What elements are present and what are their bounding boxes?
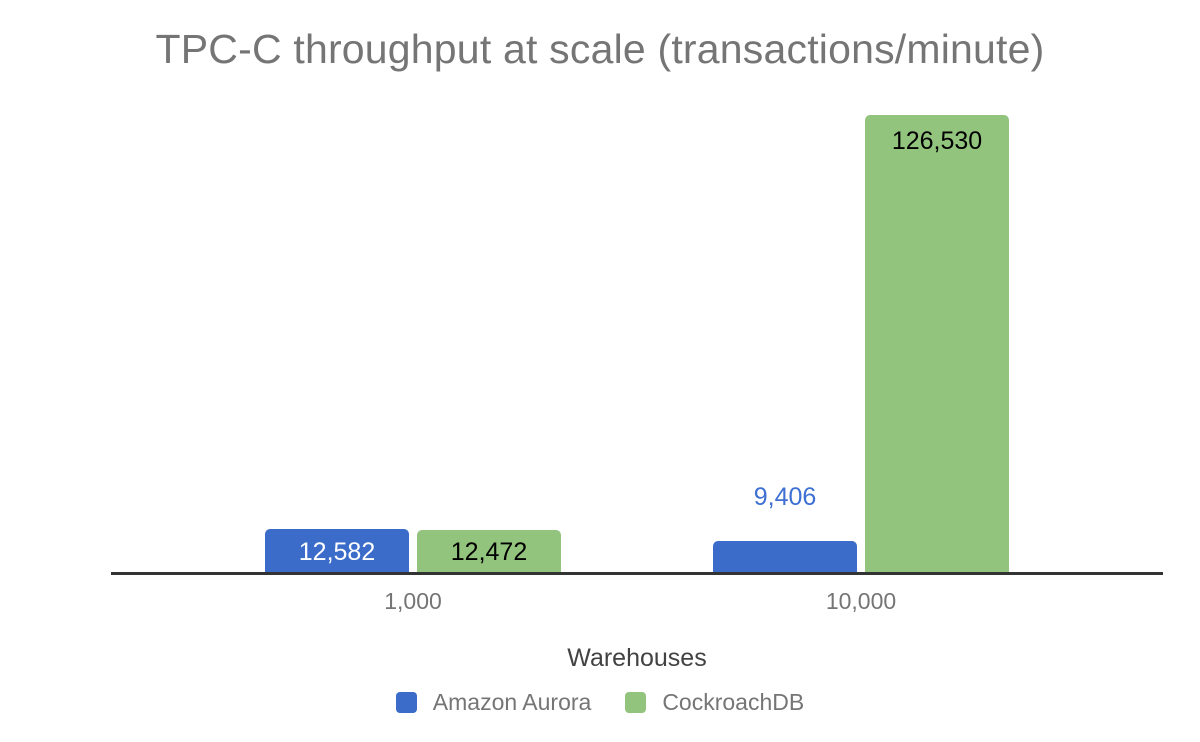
plot-area (111, 97, 1163, 575)
legend-item-cockroachdb: CockroachDB (625, 690, 804, 714)
value-label-amazon-aurora-1-000: 12,582 (298, 538, 376, 566)
x-tick-label-1-000: 1,000 (384, 588, 442, 614)
bar-amazon-aurora-1-000 (265, 529, 409, 575)
legend-swatch-cockroachdb (625, 691, 647, 713)
value-label-cockroachdb-1-000: 12,472 (450, 538, 528, 566)
bar-cockroachdb-10-000 (865, 115, 1009, 575)
bar-amazon-aurora-10-000 (713, 541, 857, 575)
legend-item-amazon-aurora: Amazon Aurora (395, 689, 592, 715)
legend-label-amazon-aurora: Amazon Aurora (432, 689, 592, 715)
chart-title: TPC-C throughput at scale (transactions/… (155, 26, 1045, 72)
legend-swatch-amazon-aurora (395, 691, 417, 713)
value-label-cockroachdb-10-000: 126,530 (891, 127, 983, 155)
legend: Amazon Aurora CockroachDB (0, 690, 1200, 714)
legend-label-cockroachdb: CockroachDB (662, 689, 805, 715)
x-tick-label-10-000: 10,000 (825, 588, 897, 614)
value-label-amazon-aurora-10-000: 9,406 (753, 483, 817, 511)
x-axis-title: Warehouses (567, 644, 707, 672)
x-axis-line (111, 572, 1163, 575)
bar-cockroachdb-1-000 (417, 530, 561, 575)
